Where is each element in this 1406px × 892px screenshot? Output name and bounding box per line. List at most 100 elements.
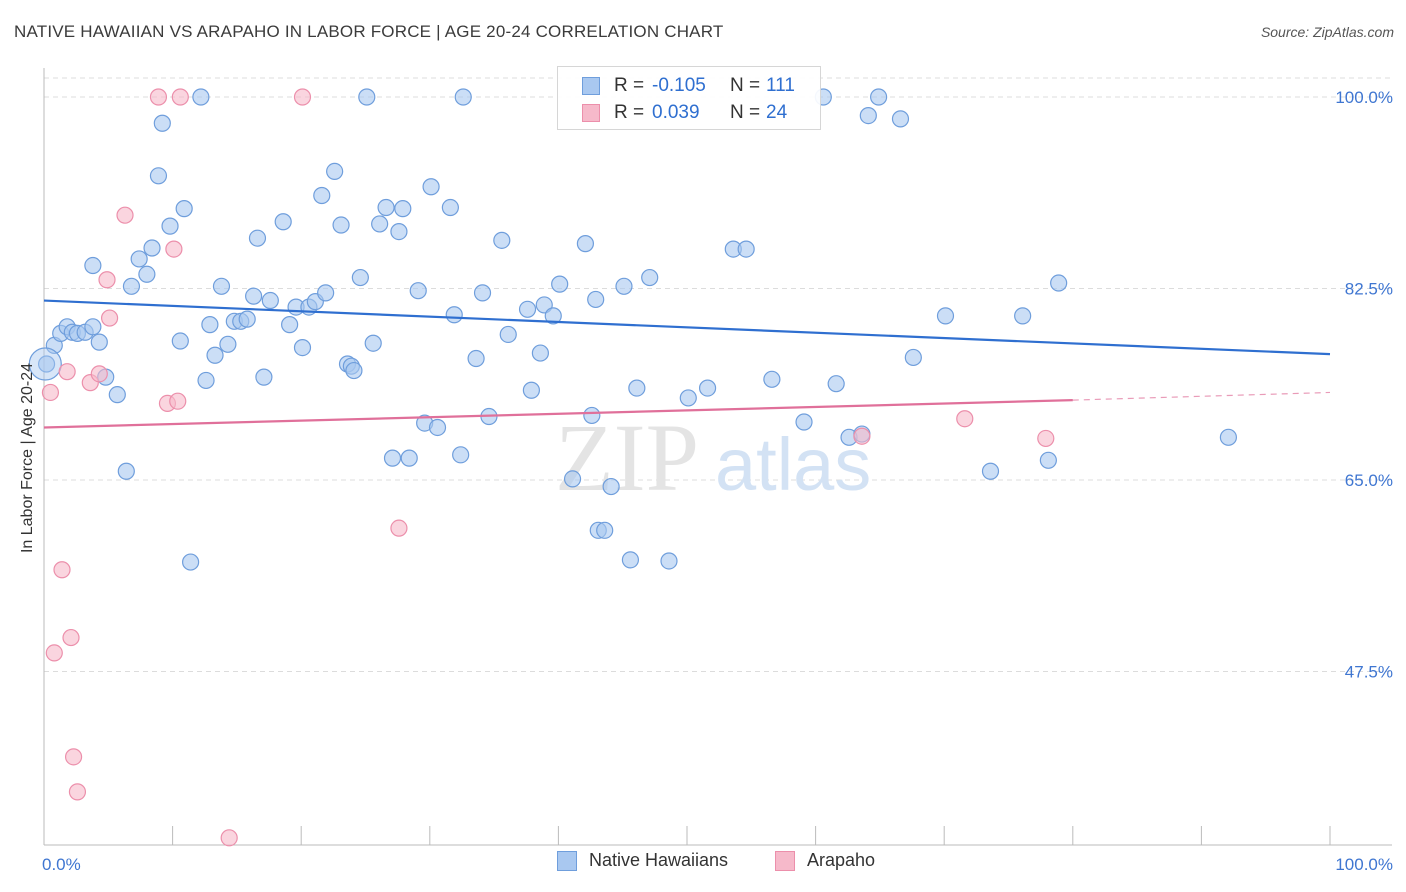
native-hawaiians-trendline bbox=[43, 299, 1331, 356]
watermark-zip: ZIP bbox=[555, 404, 699, 511]
arapaho-point bbox=[853, 427, 871, 445]
native-hawaiians-point bbox=[248, 229, 267, 247]
legend-label-native-hawaiians: Native Hawaiians bbox=[589, 850, 729, 870]
trend-lines bbox=[43, 299, 1331, 429]
native-hawaiians-point bbox=[371, 215, 389, 233]
arapaho-point bbox=[68, 783, 87, 801]
native-hawaiians-point bbox=[245, 287, 263, 305]
arapaho-trendline-extension bbox=[1072, 391, 1331, 401]
native-hawaiians-point bbox=[138, 265, 156, 283]
native-hawaiians-point bbox=[197, 371, 215, 390]
arapaho-point bbox=[169, 392, 187, 410]
native-hawaiians-point bbox=[467, 349, 485, 368]
arapaho-point bbox=[53, 561, 71, 579]
native-hawaiians-point bbox=[587, 290, 605, 309]
native-hawaiians-point bbox=[358, 88, 376, 106]
arapaho-point bbox=[116, 206, 134, 224]
native-hawaiians-point bbox=[493, 231, 511, 249]
native-hawaiians-point bbox=[122, 277, 141, 295]
chart-title: NATIVE HAWAIIAN VS ARAPAHO IN LABOR FORC… bbox=[14, 22, 724, 41]
native-hawaiians-point bbox=[108, 386, 126, 404]
native-hawaiians-point bbox=[445, 306, 463, 324]
native-hawaiians-point bbox=[293, 338, 312, 357]
arapaho-point bbox=[165, 240, 183, 258]
r-label: R = bbox=[614, 102, 645, 123]
native-hawaiians-point bbox=[409, 282, 427, 300]
pink-swatch bbox=[775, 850, 795, 871]
native-hawaiians-point bbox=[441, 198, 459, 217]
native-hawaiians-point bbox=[660, 552, 678, 570]
stats-row-arapaho: R = 0.039 N = 24 bbox=[582, 100, 787, 126]
native-hawaiians-point bbox=[563, 470, 582, 488]
native-hawaiians-point bbox=[351, 268, 369, 287]
native-hawaiians-point bbox=[161, 217, 179, 235]
pink-swatch bbox=[582, 104, 600, 122]
legend-label-arapaho: Arapaho bbox=[807, 850, 876, 870]
native-hawaiians-point bbox=[212, 277, 231, 295]
native-hawaiians-point bbox=[522, 381, 540, 399]
y-tick-label: 100.0% bbox=[1335, 88, 1393, 107]
native-hawaiians-point bbox=[859, 107, 877, 125]
native-hawaiians-point bbox=[317, 284, 335, 302]
legend-item-native-hawaiians[interactable]: Native Hawaiians bbox=[557, 850, 728, 871]
native-hawaiians-point bbox=[332, 216, 350, 234]
native-hawaiians-point bbox=[377, 198, 395, 217]
native-hawaiians-point bbox=[641, 268, 659, 287]
native-hawaiians-point bbox=[313, 186, 331, 205]
series-legend: Native Hawaiians Arapaho bbox=[0, 850, 1406, 878]
blue-swatch bbox=[557, 850, 577, 871]
native-hawaiians-point bbox=[679, 389, 697, 407]
native-hawaiians-point bbox=[84, 318, 102, 336]
native-hawaiians-point bbox=[281, 316, 299, 334]
native-hawaiians-point bbox=[428, 418, 447, 437]
grid-lines bbox=[44, 77, 1392, 672]
arapaho-point bbox=[293, 88, 312, 106]
native-hawaiians-point bbox=[345, 361, 363, 380]
native-hawaiians-point bbox=[1039, 451, 1057, 469]
native-hawaiians-point bbox=[596, 521, 614, 539]
native-hawaiians-point bbox=[1219, 428, 1238, 446]
native-hawaiians-point bbox=[737, 240, 755, 258]
native-hawaiians-point bbox=[153, 114, 171, 132]
native-hawaiians-point bbox=[37, 355, 56, 373]
r-value: -0.105 bbox=[652, 75, 706, 96]
native-hawaiians-point bbox=[422, 178, 440, 196]
arapaho-point bbox=[62, 628, 80, 647]
y-tick-label: 47.5% bbox=[1345, 663, 1393, 682]
native-hawaiians-point bbox=[602, 477, 620, 496]
legend-item-arapaho[interactable]: Arapaho bbox=[775, 850, 875, 871]
native-hawaiians-point bbox=[891, 110, 910, 128]
arapaho-point bbox=[220, 829, 238, 847]
native-hawaiians-point bbox=[1014, 307, 1032, 325]
native-hawaiians-point bbox=[390, 222, 408, 241]
arapaho-point bbox=[41, 383, 60, 402]
arapaho-point bbox=[64, 748, 83, 766]
watermark: ZIP atlas bbox=[555, 404, 871, 511]
native-hawaiians-point bbox=[192, 88, 210, 106]
native-hawaiians-point bbox=[936, 307, 955, 325]
source-label: Source: ZipAtlas.com bbox=[1260, 24, 1394, 40]
native-hawaiians-point bbox=[143, 239, 161, 257]
arapaho-point bbox=[171, 88, 189, 106]
native-hawaiians-point bbox=[904, 348, 922, 367]
native-hawaiians-point bbox=[628, 379, 646, 397]
arapaho-point bbox=[1037, 429, 1055, 448]
axes bbox=[43, 68, 1392, 846]
native-hawaiians-point bbox=[383, 449, 402, 467]
native-hawaiians-point bbox=[763, 370, 781, 388]
native-hawaiians-point bbox=[870, 88, 888, 106]
native-hawaiians-point bbox=[698, 379, 717, 397]
stats-legend: R = -0.105 N = 111 R = 0.039 N = 24 bbox=[557, 66, 821, 130]
native-hawaiians-point bbox=[454, 88, 472, 106]
native-hawaiians-point bbox=[499, 325, 517, 344]
native-hawaiians-point bbox=[274, 213, 292, 231]
native-hawaiians-point bbox=[219, 335, 237, 353]
native-hawaiians-point bbox=[1050, 274, 1068, 292]
y-tick-label: 82.5% bbox=[1345, 280, 1393, 299]
native-hawaiians-point bbox=[175, 200, 193, 218]
native-hawaiians-point bbox=[400, 449, 418, 467]
native-hawaiians-point bbox=[394, 200, 412, 218]
native-hawaiians-point bbox=[473, 284, 492, 302]
native-hawaiians-point bbox=[531, 344, 549, 362]
native-hawaiians-point bbox=[452, 446, 470, 464]
